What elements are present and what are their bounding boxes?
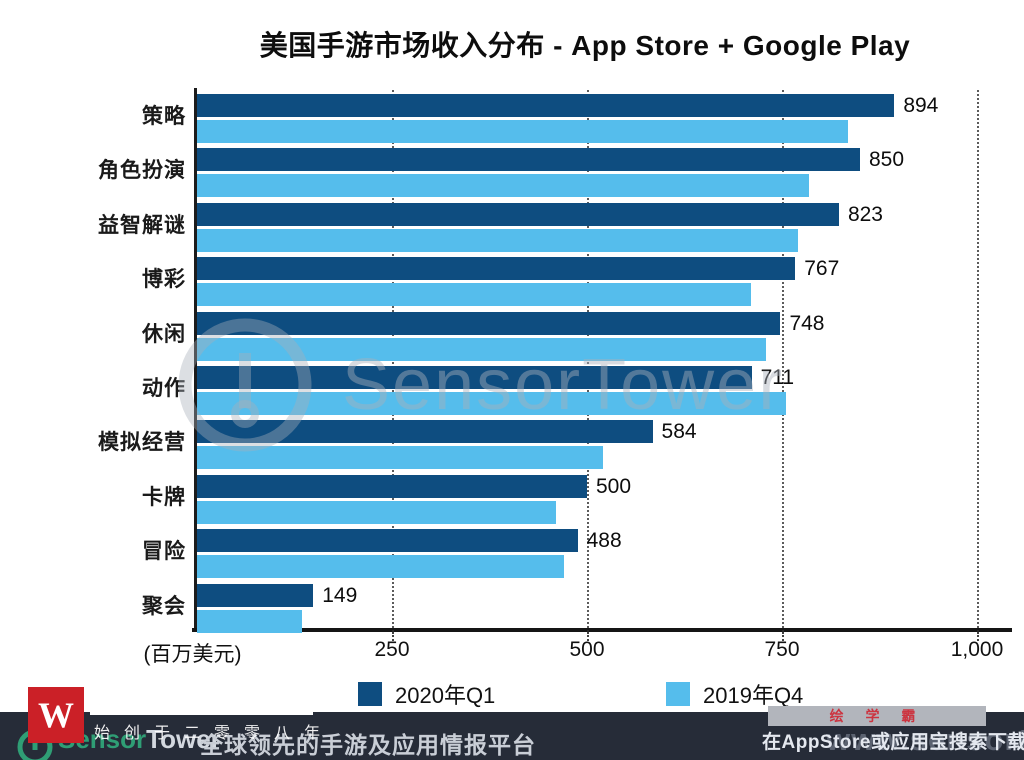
- bar-2020年Q1: [197, 529, 578, 553]
- bar-2019年Q4: [197, 337, 767, 361]
- axis-unit-label: (百万美元): [143, 643, 242, 666]
- bar-2019年Q4: [197, 228, 798, 252]
- gridline: [392, 90, 394, 632]
- x-tick-label: 1,000: [950, 638, 1004, 661]
- category-label: 休闲: [142, 322, 186, 346]
- legend-swatch: [358, 682, 382, 706]
- category-label: 模拟经营: [98, 431, 186, 455]
- bar-value-label: 850: [869, 148, 905, 172]
- plot-area: 894 850 823 767 748 711 584 500 488 149: [197, 88, 1008, 633]
- axis-tick: [977, 632, 979, 641]
- category-label: 卡牌: [142, 485, 186, 509]
- bar-2019年Q4: [197, 174, 810, 198]
- huixueba-banner-text: 绘 学 霸: [829, 708, 925, 724]
- bar-value-label: 823: [847, 202, 883, 226]
- bar-2020年Q1: [197, 474, 587, 498]
- bar-2019年Q4: [197, 500, 556, 524]
- bar-2020年Q1: [197, 420, 653, 444]
- bar-2019年Q4: [197, 120, 849, 143]
- bar-2020年Q1: [197, 202, 839, 226]
- overlay-divider-line: [90, 712, 313, 715]
- axis-tick: [392, 632, 394, 641]
- chart-title: 美国手游市场收入分布 - App Store + Google Play: [259, 30, 911, 61]
- huixueba-banner: 绘 学 霸: [768, 706, 986, 726]
- bar-value-label: 488: [586, 529, 622, 553]
- axis-tick: [782, 632, 784, 641]
- chart-legend: 2020年Q1 2019年Q4: [0, 678, 1024, 708]
- huixueba-logo-letter: W: [38, 695, 74, 735]
- bar-2019年Q4: [197, 555, 564, 579]
- bar-2019年Q4: [197, 609, 303, 633]
- founded-year-overlay-text: 始创于二零零八年: [94, 725, 335, 742]
- axis-tick: [587, 632, 589, 641]
- footer-url-watermark: www.sensortower-c: [826, 722, 1024, 757]
- bar-2020年Q1: [197, 148, 860, 172]
- category-label: 益智解谜: [98, 213, 186, 237]
- x-tick-label: 750: [764, 638, 800, 661]
- footer-tagline: 全球领先的手游及应用情报平台: [200, 732, 536, 758]
- y-axis-line: [194, 88, 197, 632]
- bar-2020年Q1: [197, 94, 895, 117]
- bar-value-label: 894: [903, 94, 939, 117]
- bar-2019年Q4: [197, 392, 786, 415]
- gridline: [977, 90, 979, 632]
- x-axis-line: [192, 628, 1012, 632]
- bar-value-label: 711: [760, 366, 795, 389]
- footer-download-text: 在AppStore或应用宝搜索下载: [762, 732, 1024, 753]
- legend-label: 2020年Q1: [395, 683, 496, 708]
- huixueba-logo: W: [28, 687, 84, 743]
- bar-2020年Q1: [197, 366, 752, 389]
- category-label: 冒险: [142, 540, 186, 564]
- bar-value-label: 500: [596, 474, 632, 498]
- bar-2020年Q1: [197, 583, 314, 607]
- legend-label: 2019年Q4: [703, 683, 804, 708]
- bar-value-label: 149: [322, 583, 358, 607]
- bar-2020年Q1: [197, 257, 796, 281]
- footer-bar: www.sensortower-c SensorTower 全球领先的手游及应用…: [0, 712, 1024, 760]
- category-label: 聚会: [142, 594, 186, 618]
- category-label: 动作: [142, 377, 186, 400]
- legend-item-2020年Q1: 2020年Q1: [358, 678, 495, 710]
- bar-value-label: 584: [661, 420, 697, 444]
- category-label: 博彩: [142, 268, 186, 292]
- bar-value-label: 748: [789, 311, 825, 335]
- bar-value-label: 767: [804, 257, 840, 281]
- x-tick-label: 250: [374, 638, 410, 661]
- legend-item-2019年Q4: 2019年Q4: [666, 678, 803, 710]
- gridline: [782, 90, 784, 632]
- gridline: [587, 90, 589, 632]
- legend-swatch: [666, 682, 690, 706]
- category-label: 策略: [142, 105, 186, 128]
- x-tick-label: 500: [569, 638, 605, 661]
- bar-2019年Q4: [197, 446, 603, 470]
- brand-tower-text: Tower: [146, 724, 221, 754]
- category-label: 角色扮演: [98, 159, 186, 183]
- bar-2019年Q4: [197, 283, 751, 307]
- bar-2020年Q1: [197, 311, 781, 335]
